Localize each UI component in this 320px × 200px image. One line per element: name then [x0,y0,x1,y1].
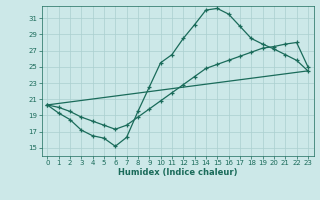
X-axis label: Humidex (Indice chaleur): Humidex (Indice chaleur) [118,168,237,177]
